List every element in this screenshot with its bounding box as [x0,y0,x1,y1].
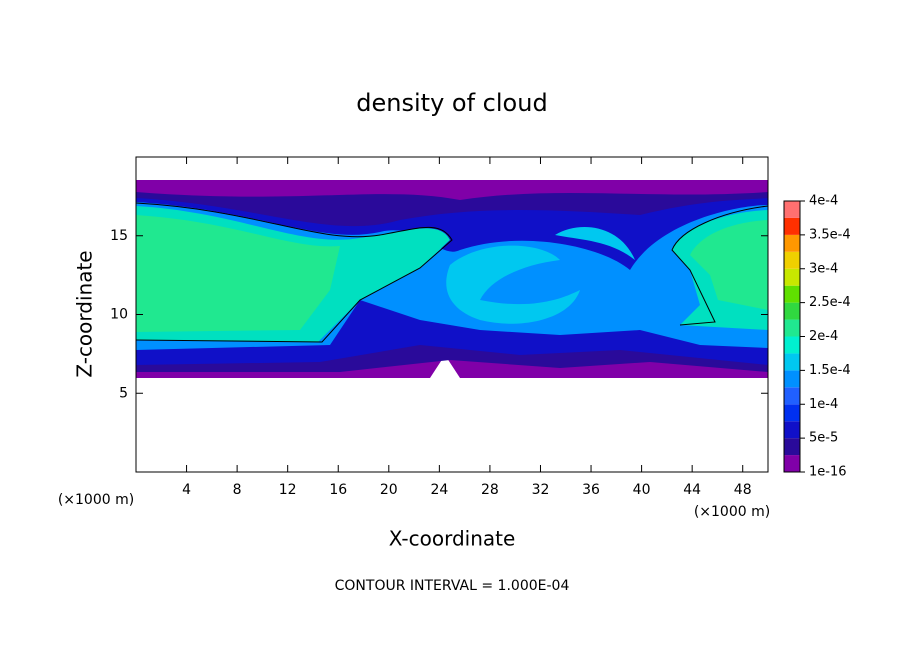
colorbar-cell [784,455,800,472]
colorbar-tick-label: 3.5e-4 [809,227,851,242]
x-unit-label: (×1000 m) [694,504,770,520]
contour-field [135,180,769,378]
y-tick-label: 10 [110,307,128,323]
colorbar-cell [784,234,800,252]
x-tick-label: 32 [532,482,550,498]
x-axis-label: X-coordinate [389,527,516,551]
contour-line [135,202,453,343]
x-tick-label: 20 [380,482,398,498]
y-tick-label: 5 [119,385,128,401]
colorbar-tick-label: 1e-16 [809,465,847,480]
x-tick-label: 28 [481,482,499,498]
x-tick-label: 48 [734,482,752,498]
colorbar-cell [784,319,800,337]
colorbar-cell [784,201,800,218]
colorbar-cell [784,438,800,456]
colorbar-cell [784,268,800,286]
x-tick-label: 8 [233,482,242,498]
y-axis-label: Z-coordinate [73,250,97,377]
y-unit-label: (×1000 m) [58,492,134,508]
field-layer [136,215,340,332]
colorbar-tick-label: 4e-4 [809,194,838,209]
colorbar: 1e-16 5e-5 1e-4 1.5e-4 2e-4 2.5e-4 3e-4 3.5e-4 4… [783,194,851,480]
colorbar-cell [784,387,800,405]
chart-title: density of cloud [356,89,547,117]
x-tick-label: 36 [582,482,600,498]
colorbar-cell [784,217,800,235]
colorbar-tick-label: 2e-4 [809,329,838,344]
colorbar-cell [784,404,800,422]
field-layer [446,245,580,324]
colorbar-cell [784,285,800,303]
x-tick-label: 44 [683,482,701,498]
colorbar-cell [784,251,800,269]
colorbar-cell [784,302,800,320]
x-tick-label: 24 [430,482,448,498]
contour-line [671,205,769,326]
colorbar-tick-label: 5e-5 [809,431,838,446]
colorbar-tick-label: 1e-4 [809,397,838,412]
field-layer [555,227,635,260]
x-tick-label: 16 [329,482,347,498]
x-tick-label: 4 [182,482,191,498]
colorbar-cell [784,336,800,354]
footer-note: CONTOUR INTERVAL = 1.000E-04 [335,578,570,594]
x-tick-label: 12 [279,482,297,498]
colorbar-cell [784,421,800,439]
colorbar-tick-label: 2.5e-4 [809,295,851,310]
colorbar-tick-label: 1.5e-4 [809,363,851,378]
colorbar-cell [784,353,800,371]
x-tick-label: 40 [633,482,651,498]
field-layer [690,220,768,310]
colorbar-tick-label: 3e-4 [809,261,838,276]
y-tick-label: 15 [110,228,128,244]
colorbar-cell [784,370,800,388]
